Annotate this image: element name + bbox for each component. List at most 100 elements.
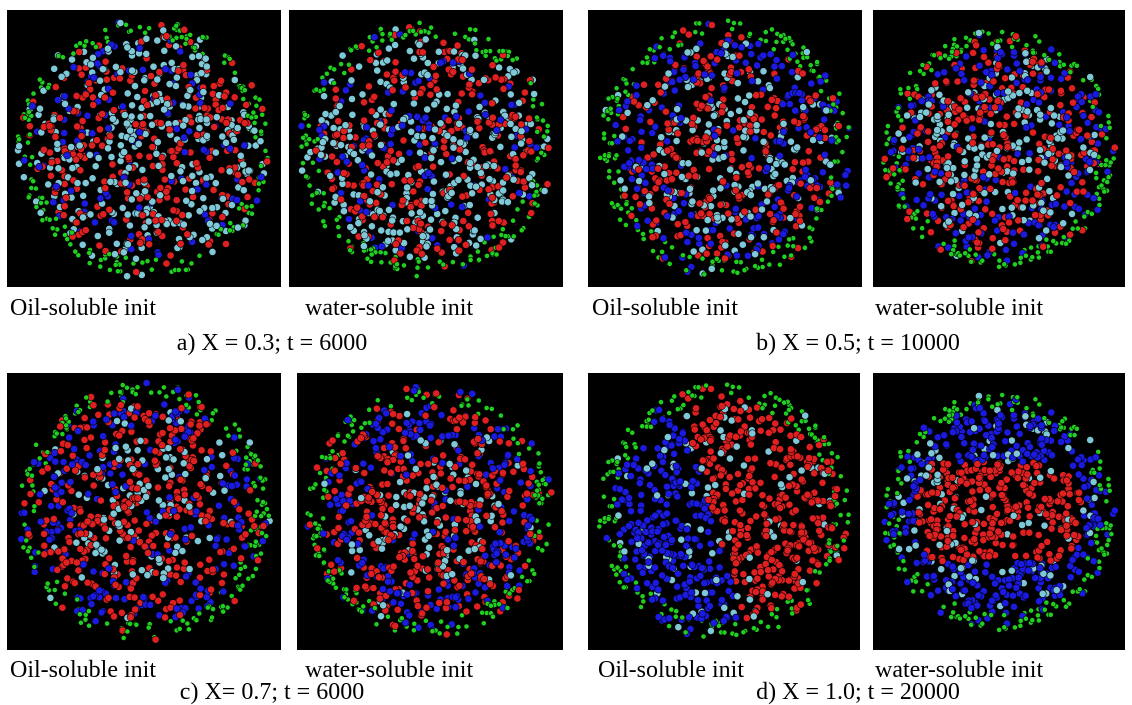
- particle: [776, 152, 783, 159]
- particle: [706, 148, 713, 155]
- particle: [674, 106, 681, 113]
- particle: [834, 181, 841, 188]
- particle: [147, 72, 154, 79]
- particle: [110, 613, 117, 620]
- particle: [194, 618, 199, 623]
- particle: [512, 162, 519, 169]
- particle: [507, 120, 514, 127]
- particle: [403, 217, 410, 224]
- particle: [218, 167, 225, 174]
- particle: [536, 482, 541, 487]
- particle: [796, 89, 803, 96]
- particle: [961, 171, 968, 178]
- particle: [378, 227, 385, 234]
- particle: [1000, 29, 1005, 34]
- particle: [623, 222, 628, 227]
- particle: [980, 47, 987, 54]
- particle: [373, 199, 380, 206]
- particle: [614, 153, 619, 158]
- particle: [1034, 191, 1041, 198]
- particle: [350, 597, 357, 604]
- particle: [1013, 79, 1020, 86]
- particle: [161, 47, 168, 54]
- particle: [64, 575, 71, 582]
- particle: [963, 117, 970, 124]
- particle: [840, 150, 845, 155]
- particle: [141, 224, 148, 231]
- particle: [138, 567, 145, 574]
- particle: [733, 174, 740, 181]
- particle: [206, 556, 213, 563]
- particle: [134, 495, 141, 502]
- particle: [658, 134, 665, 141]
- particle: [941, 241, 946, 246]
- particle: [149, 390, 154, 395]
- particle: [367, 464, 374, 471]
- particle: [89, 175, 96, 182]
- particle: [30, 155, 35, 160]
- particle: [113, 262, 118, 267]
- particle: [753, 264, 758, 269]
- particle: [215, 502, 222, 509]
- particle: [152, 217, 159, 224]
- particle: [987, 185, 994, 192]
- particle: [736, 107, 743, 114]
- particle: [758, 116, 765, 123]
- particle: [1048, 249, 1053, 254]
- particle: [884, 130, 889, 135]
- particle: [219, 214, 226, 221]
- particle: [78, 71, 85, 78]
- particle: [70, 64, 77, 71]
- particle: [744, 169, 751, 176]
- particle: [449, 484, 456, 491]
- particle: [717, 185, 724, 192]
- particle: [241, 142, 248, 149]
- particle: [340, 170, 347, 177]
- particle: [1000, 132, 1007, 139]
- particle: [50, 226, 55, 231]
- particle: [1000, 156, 1007, 163]
- particle: [731, 42, 738, 49]
- particle: [1042, 53, 1047, 58]
- particle: [321, 204, 326, 209]
- particle: [119, 204, 126, 211]
- particle: [238, 555, 245, 562]
- particle: [762, 148, 769, 155]
- particle: [167, 252, 174, 259]
- particle: [425, 169, 432, 176]
- particle: [97, 195, 104, 202]
- particle: [689, 121, 696, 128]
- particle: [944, 118, 951, 125]
- particle: [98, 264, 103, 269]
- particle: [489, 114, 496, 121]
- particle: [40, 146, 47, 153]
- particle: [817, 78, 824, 85]
- particle: [62, 224, 67, 229]
- particle: [390, 157, 397, 164]
- particle: [482, 162, 489, 169]
- particle: [1068, 70, 1073, 75]
- particle: [1086, 159, 1093, 166]
- particle: [183, 573, 190, 580]
- particle: [690, 166, 697, 173]
- particle: [739, 241, 746, 248]
- particle: [34, 204, 39, 209]
- particle: [87, 623, 92, 628]
- particle: [216, 439, 223, 446]
- particle: [787, 215, 794, 222]
- particle: [251, 127, 258, 134]
- particle: [455, 176, 462, 183]
- particle: [1002, 246, 1009, 253]
- particle: [538, 470, 543, 475]
- particle: [181, 433, 188, 440]
- particle: [812, 92, 819, 99]
- particle: [30, 483, 35, 488]
- particle: [348, 95, 355, 102]
- particle: [244, 455, 249, 460]
- particle: [936, 91, 943, 98]
- particle: [417, 20, 422, 25]
- particle: [101, 94, 108, 101]
- particle: [53, 601, 58, 606]
- particle: [112, 63, 119, 70]
- particle: [403, 33, 408, 38]
